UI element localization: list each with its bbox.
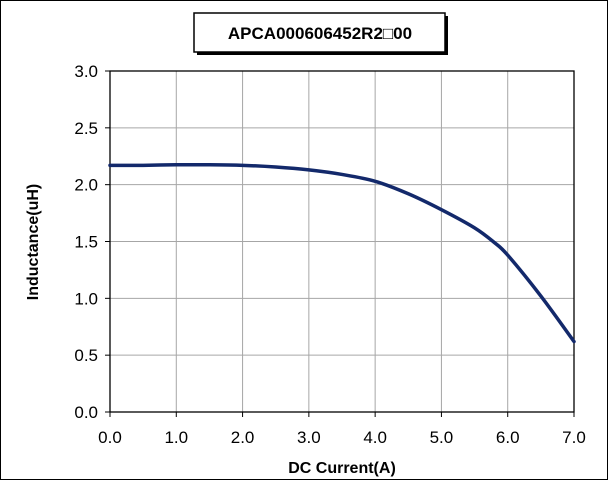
x-tick-label: 0.0 <box>98 428 122 447</box>
y-tick-label: 2.0 <box>74 176 98 195</box>
chart-title: APCA000606452R2□00 <box>228 24 412 43</box>
x-tick-label: 6.0 <box>496 428 520 447</box>
x-tick-label: 5.0 <box>430 428 454 447</box>
y-tick-label: 0.5 <box>74 346 98 365</box>
x-tick-label: 4.0 <box>363 428 387 447</box>
x-axis-title: DC Current(A) <box>288 460 396 477</box>
x-tick-label: 1.0 <box>164 428 188 447</box>
grid <box>110 71 574 412</box>
y-tick-labels: 0.0 0.5 1.0 1.5 2.0 2.5 3.0 <box>74 62 98 422</box>
x-tick-label: 3.0 <box>297 428 321 447</box>
y-tick-label: 2.5 <box>74 119 98 138</box>
y-tick-label: 1.0 <box>74 289 98 308</box>
x-tick-label: 7.0 <box>562 428 586 447</box>
x-tick-labels: 0.0 1.0 2.0 3.0 4.0 5.0 6.0 7.0 <box>98 428 586 447</box>
y-axis-title: Inductance(uH) <box>25 184 42 300</box>
title-box <box>193 12 446 53</box>
series-line-0 <box>108 162 576 344</box>
series-group <box>108 162 576 344</box>
y-tick-label: 3.0 <box>74 62 98 81</box>
x-tick-label: 2.0 <box>231 428 255 447</box>
y-tick-label: 0.0 <box>74 403 98 422</box>
y-tick-label: 1.5 <box>74 233 98 252</box>
ticks <box>105 70 575 417</box>
